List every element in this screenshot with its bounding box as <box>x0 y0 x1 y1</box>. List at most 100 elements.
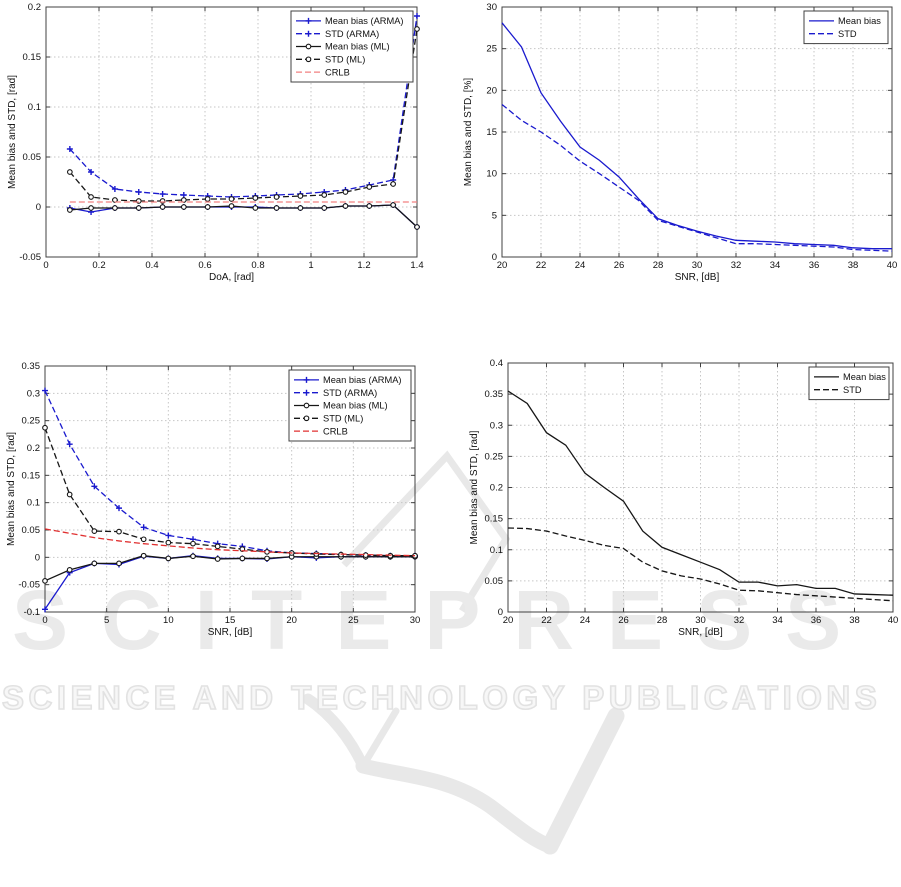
svg-text:0.35: 0.35 <box>22 361 41 372</box>
svg-text:0.05: 0.05 <box>22 525 41 536</box>
svg-text:1: 1 <box>308 260 313 271</box>
svg-text:24: 24 <box>575 260 586 271</box>
legend-label: Mean bias <box>843 372 886 382</box>
legend-label: CRLB <box>323 426 348 436</box>
legend-label: CRLB <box>325 67 350 77</box>
svg-text:0.2: 0.2 <box>28 2 41 13</box>
svg-text:36: 36 <box>811 615 822 626</box>
legend-label: STD (ARMA) <box>323 388 377 398</box>
svg-text:0.25: 0.25 <box>22 416 41 427</box>
svg-text:0.4: 0.4 <box>490 358 503 369</box>
legend: Mean bias (ARMA) STD (ARMA) Mean bias (ML)… <box>290 10 414 83</box>
legend-label: STD (ML) <box>325 55 365 65</box>
svg-text:40: 40 <box>888 615 899 626</box>
svg-text:28: 28 <box>657 615 668 626</box>
svg-text:0: 0 <box>36 202 41 213</box>
x-axis-label: SNR, [dB] <box>208 627 253 638</box>
chart-doa-bias-std: 0 0.2 0.4 0.6 0.8 1 1.2 1.4-0.0500.050.10.150.2… <box>7 2 424 283</box>
svg-text:22: 22 <box>541 615 552 626</box>
legend: Mean bias STD <box>803 10 889 45</box>
svg-text:15: 15 <box>486 127 497 138</box>
legend-label: Mean bias (ARMA) <box>323 375 402 385</box>
svg-text:-0.05: -0.05 <box>19 252 41 263</box>
svg-text:-0.05: -0.05 <box>18 580 40 591</box>
svg-text:0.15: 0.15 <box>485 514 504 525</box>
y-axis-label: Mean bias and STD, [rad] <box>7 75 18 189</box>
svg-text:36: 36 <box>809 260 820 271</box>
legend-label: STD <box>838 29 857 39</box>
svg-text:34: 34 <box>770 260 781 271</box>
svg-text:5: 5 <box>104 615 109 626</box>
svg-text:10: 10 <box>163 615 174 626</box>
svg-text:30: 30 <box>692 260 703 271</box>
svg-text:0.35: 0.35 <box>485 389 504 400</box>
svg-text:0: 0 <box>35 552 40 563</box>
legend-label: Mean bias (ML) <box>325 42 390 52</box>
svg-text:0.15: 0.15 <box>23 52 42 63</box>
svg-text:20: 20 <box>503 615 514 626</box>
svg-text:0.1: 0.1 <box>28 102 41 113</box>
svg-text:10: 10 <box>486 169 497 180</box>
legend-label: Mean bias (ML) <box>323 401 388 411</box>
svg-text:0: 0 <box>492 252 497 263</box>
svg-text:20: 20 <box>497 260 508 271</box>
svg-text:5: 5 <box>492 210 497 221</box>
chart-snr-bias-std-rad: 0 5 10 15 20 25 30 -0.1 -0.05 0 0.05 0.1 0.15 0.2 0.25… <box>6 361 420 638</box>
svg-text:0.3: 0.3 <box>490 420 503 431</box>
svg-text:40: 40 <box>887 260 898 271</box>
legend-label: STD (ARMA) <box>325 29 379 39</box>
svg-text:26: 26 <box>618 615 629 626</box>
legend: Mean bias (ARMA) STD (ARMA) Mean bias (ML)… <box>288 369 412 442</box>
svg-text:30: 30 <box>410 615 421 626</box>
x-axis-label: SNR, [dB] <box>675 272 720 283</box>
svg-text:30: 30 <box>695 615 706 626</box>
svg-text:0.8: 0.8 <box>251 260 264 271</box>
svg-text:0.05: 0.05 <box>485 576 504 587</box>
svg-text:32: 32 <box>731 260 742 271</box>
svg-text:30: 30 <box>486 2 497 13</box>
x-axis-label: SNR, [dB] <box>678 627 723 638</box>
svg-text:0: 0 <box>498 607 503 618</box>
svg-text:20: 20 <box>486 85 497 96</box>
svg-text:0.1: 0.1 <box>27 498 40 509</box>
legend-label: STD <box>843 385 862 395</box>
svg-text:34: 34 <box>772 615 783 626</box>
svg-text:0.1: 0.1 <box>490 545 503 556</box>
svg-text:22: 22 <box>536 260 547 271</box>
legend-label: Mean bias (ARMA) <box>325 16 404 26</box>
svg-text:38: 38 <box>848 260 859 271</box>
svg-text:25: 25 <box>486 44 497 55</box>
svg-text:1.2: 1.2 <box>357 260 370 271</box>
chart-snr-bias-std-rad-ml: 20 22 24 26 28 30 32 34 36 38 40 0 0.05 0.1 0.15 0.2 0.2… <box>469 358 898 638</box>
x-axis-label: DoA, [rad] <box>209 272 254 283</box>
svg-text:0.3: 0.3 <box>27 388 40 399</box>
legend: Mean bias STD <box>808 366 890 401</box>
svg-text:24: 24 <box>580 615 591 626</box>
svg-text:26: 26 <box>614 260 625 271</box>
svg-text:0.05: 0.05 <box>23 152 42 163</box>
svg-text:0.2: 0.2 <box>490 483 503 494</box>
svg-text:0.2: 0.2 <box>27 443 40 454</box>
svg-text:38: 38 <box>849 615 860 626</box>
svg-text:0.25: 0.25 <box>485 451 504 462</box>
legend-label: STD (ML) <box>323 414 363 424</box>
y-axis-label: Mean bias and STD, [rad] <box>469 430 480 544</box>
svg-text:-0.1: -0.1 <box>24 607 40 618</box>
legend-label: Mean bias <box>838 16 881 26</box>
svg-text:0: 0 <box>43 260 48 271</box>
svg-text:28: 28 <box>653 260 664 271</box>
svg-text:0.6: 0.6 <box>198 260 211 271</box>
svg-text:0: 0 <box>42 615 47 626</box>
svg-text:20: 20 <box>286 615 297 626</box>
svg-text:0.15: 0.15 <box>22 470 41 481</box>
svg-text:15: 15 <box>225 615 236 626</box>
y-axis-label: Mean bias and STD, [%] <box>463 78 474 187</box>
svg-text:25: 25 <box>348 615 359 626</box>
svg-text:1.4: 1.4 <box>410 260 423 271</box>
svg-text:0.2: 0.2 <box>92 260 105 271</box>
svg-text:0.4: 0.4 <box>145 260 158 271</box>
svg-text:32: 32 <box>734 615 745 626</box>
